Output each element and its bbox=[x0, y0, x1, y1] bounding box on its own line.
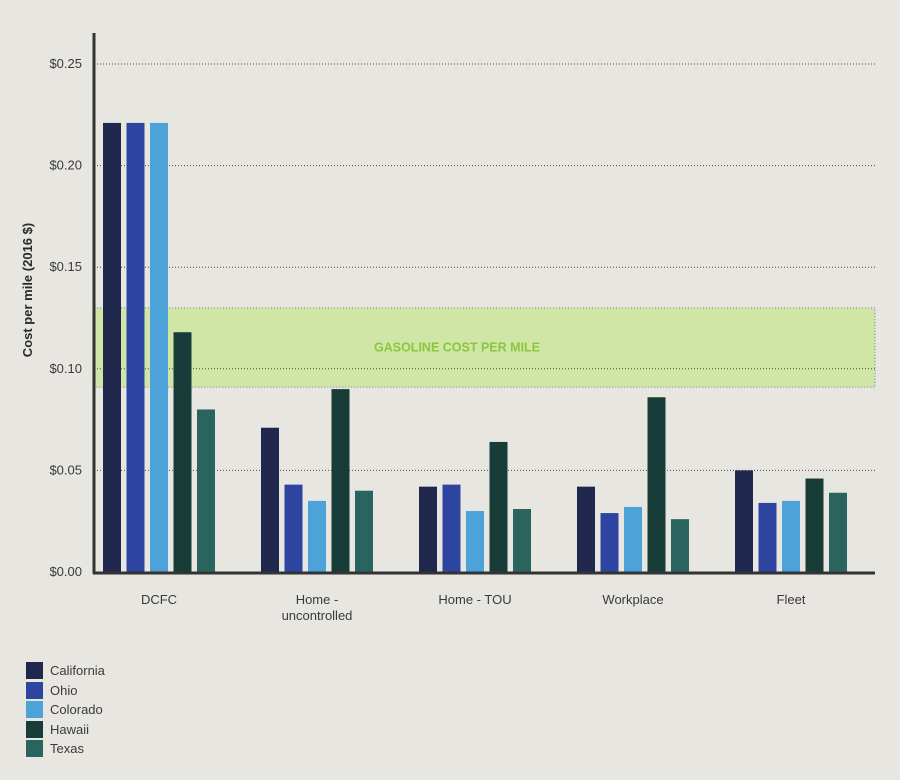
legend-swatch bbox=[26, 701, 43, 719]
bars bbox=[103, 122, 847, 572]
x-category-label-line: uncontrolled bbox=[282, 608, 353, 623]
bar-texas-3 bbox=[671, 519, 689, 572]
x-category-label: Fleet bbox=[777, 592, 806, 607]
legend-item-hawaii: Hawaii bbox=[26, 720, 105, 740]
legend-label: Colorado bbox=[50, 702, 103, 718]
bar-ohio-1 bbox=[284, 484, 303, 572]
legend-label: California bbox=[50, 663, 105, 679]
bar-hawaii-3 bbox=[647, 397, 666, 572]
x-category-label: Home - TOU bbox=[438, 592, 511, 607]
y-tick-label: $0.25 bbox=[49, 56, 82, 71]
bar-hawaii-1 bbox=[331, 389, 350, 572]
x-category-label-line: Home - bbox=[296, 592, 339, 607]
bar-california-1 bbox=[261, 427, 279, 572]
bar-california-0 bbox=[103, 122, 121, 572]
bar-colorado-1 bbox=[308, 500, 326, 572]
gasoline-cost-label: GASOLINE COST PER MILE bbox=[374, 340, 540, 354]
x-category-label: Home -uncontrolled bbox=[282, 592, 353, 623]
axes bbox=[92, 33, 875, 575]
bar-ohio-2 bbox=[442, 484, 461, 572]
x-category-label: Workplace bbox=[602, 592, 663, 607]
x-category-label-line: Workplace bbox=[602, 592, 663, 607]
bar-ohio-4 bbox=[758, 502, 777, 572]
bar-california-2 bbox=[419, 486, 437, 572]
x-category-label-line: Home - TOU bbox=[438, 592, 511, 607]
bar-colorado-3 bbox=[624, 506, 642, 572]
y-tick-label: $0.00 bbox=[49, 564, 82, 579]
bar-texas-2 bbox=[513, 509, 531, 572]
legend-item-colorado: Colorado bbox=[26, 700, 105, 720]
legend-item-texas: Texas bbox=[26, 739, 105, 759]
bar-hawaii-4 bbox=[805, 478, 824, 572]
bar-colorado-2 bbox=[466, 511, 484, 572]
bar-texas-4 bbox=[829, 492, 847, 572]
legend-label: Hawaii bbox=[50, 721, 90, 737]
legend-item-california: California bbox=[26, 661, 105, 681]
legend-swatch bbox=[26, 720, 43, 738]
y-axis-title: Cost per mile (2016 $) bbox=[20, 223, 35, 357]
legend-label: Texas bbox=[50, 741, 84, 757]
labels: GASOLINE COST PER MILE $0.00 $0.05 $0.10 $0.… bbox=[20, 56, 806, 623]
y-tick-label: $0.10 bbox=[49, 361, 82, 376]
x-category-label-line: DCFC bbox=[141, 592, 177, 607]
bar-colorado-4 bbox=[782, 500, 800, 572]
y-tick-label: $0.05 bbox=[49, 462, 82, 477]
gridlines bbox=[94, 63, 875, 471]
bar-texas-1 bbox=[355, 490, 373, 572]
bar-texas-0 bbox=[197, 409, 215, 572]
legend: California Ohio Colorado Hawaii Texas bbox=[26, 661, 105, 759]
bar-hawaii-2 bbox=[489, 441, 508, 572]
legend-label: Ohio bbox=[50, 682, 78, 698]
x-category-label: DCFC bbox=[141, 592, 177, 607]
bar-california-4 bbox=[735, 470, 753, 572]
bar-ohio-0 bbox=[126, 122, 145, 572]
x-category-label-line: Fleet bbox=[777, 592, 806, 607]
bar-colorado-0 bbox=[150, 122, 168, 572]
bar-hawaii-0 bbox=[173, 332, 192, 572]
y-tick-label: $0.15 bbox=[49, 259, 82, 274]
legend-swatch bbox=[26, 662, 43, 680]
bar-ohio-3 bbox=[600, 513, 619, 572]
legend-item-ohio: Ohio bbox=[26, 681, 105, 701]
gasoline-band-layer bbox=[93, 307, 876, 388]
bar-california-3 bbox=[577, 486, 595, 572]
y-tick-label: $0.20 bbox=[49, 158, 82, 173]
legend-swatch bbox=[26, 740, 43, 758]
gasoline-cost-band bbox=[93, 307, 876, 388]
legend-swatch bbox=[26, 681, 43, 699]
